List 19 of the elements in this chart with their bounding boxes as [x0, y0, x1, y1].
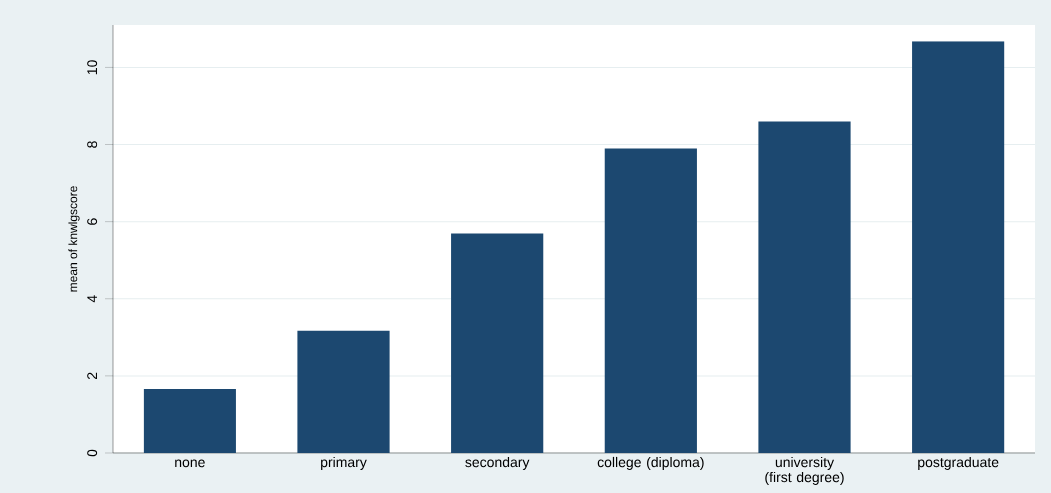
bar	[604, 148, 697, 453]
y-tick-label: 4	[87, 295, 97, 303]
y-axis-title: mean of knwlgscore	[68, 186, 80, 292]
bar	[297, 330, 390, 453]
y-tick-label: 2	[87, 372, 97, 380]
y-tick-label: 10	[87, 60, 98, 75]
bar	[143, 388, 236, 453]
bar	[758, 121, 851, 453]
x-tick-label: university (first degree)	[765, 456, 844, 485]
bar	[912, 41, 1005, 453]
x-tick-label: postgraduate	[918, 456, 999, 470]
y-tick-label: 6	[87, 218, 98, 225]
bar	[451, 233, 544, 453]
y-tick-label: 0	[87, 449, 98, 457]
x-tick-label: primary	[321, 456, 367, 470]
x-tick-label: college (diploma)	[597, 456, 704, 470]
x-tick-label: none	[175, 459, 205, 468]
y-tick-label: 8	[87, 141, 98, 148]
x-tick-label: secondary	[465, 456, 530, 470]
